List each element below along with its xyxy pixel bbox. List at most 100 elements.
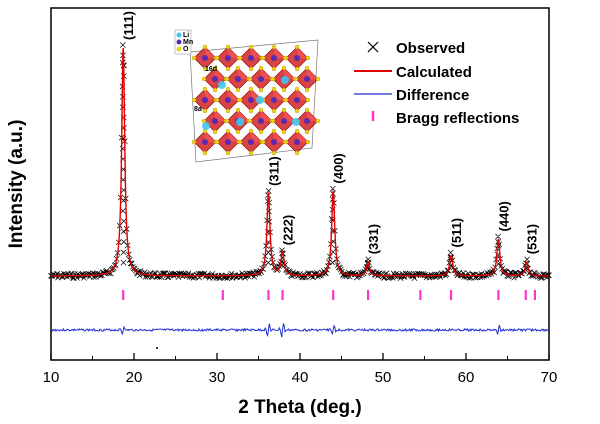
o-atom [271,150,277,156]
x-tick-label: 50 [375,369,392,386]
o-atom [248,128,254,134]
o-atom [191,139,197,145]
o-atom [260,139,266,145]
inset-crystal-structure: Li Mn O 16d 8a [174,29,321,163]
octahedron-face [238,68,249,79]
inset-legend-o-label: O [183,46,189,53]
o-atom [248,150,254,156]
peak-label: (531) [525,224,540,254]
o-atom [281,129,287,135]
o-atom [271,66,277,72]
o-atom [235,87,241,93]
o-atom [304,65,310,71]
mn-atom [248,139,254,145]
o-atom [214,55,220,61]
peak-label: (222) [281,215,296,245]
octahedron-face [215,68,226,79]
octahedron-face [297,89,308,100]
o-atom [202,150,208,156]
o-atom [294,108,300,114]
o-atom [258,129,264,135]
mn-atom [202,55,208,61]
octahedron-face [274,131,285,142]
o-atom [224,118,230,124]
mn-atom [202,139,208,145]
y-axis-title: Intensity (a.u.) [6,120,27,249]
difference-series-line [50,323,549,338]
o-atom [258,107,264,113]
octahedron-face [205,131,216,142]
o-atom [294,86,300,92]
li-atom [218,81,226,89]
o-atom [237,139,243,145]
li-atom [281,76,289,84]
octahedron-face [228,131,239,142]
o-atom [304,107,310,113]
x-tick-label: 30 [209,369,226,386]
o-atom [248,66,254,72]
li-atom [202,122,210,130]
mn-atom [225,55,231,61]
o-atom [315,76,321,82]
mn-atom [258,118,264,124]
o-atom [225,66,231,72]
o-atom [281,87,287,93]
o-atom [305,139,311,145]
mn-atom [271,97,277,103]
o-atom [214,139,220,145]
o-atom [225,150,231,156]
octahedron-face [215,110,226,121]
o-atom [191,55,197,61]
o-atom [283,139,289,145]
o-atom [235,129,241,135]
mn-atom [281,118,287,124]
o-atom [271,86,277,92]
legend-observed-marker [367,41,379,53]
o-atom [271,108,277,114]
o-atom [248,108,254,114]
mn-atom [304,118,310,124]
o-atom [202,86,208,92]
peak-label: (440) [496,201,511,231]
o-atom [305,55,311,61]
o-atom [258,65,264,71]
mn-atom [258,76,264,82]
o-atom [235,65,241,71]
mn-atom [235,76,241,82]
mn-atom [294,97,300,103]
inset-legend-li-dot [176,32,182,38]
o-atom [212,129,218,135]
peak-label: (400) [331,153,346,183]
octahedron-face [297,47,308,58]
o-atom [237,97,243,103]
o-atom [281,65,287,71]
mn-atom [212,118,218,124]
stray-dot [156,347,158,349]
o-atom [212,65,218,71]
o-atom [260,55,266,61]
li-atom [256,96,264,104]
legend-bragg-label: Bragg reflections [396,110,519,127]
octahedron-face [284,68,295,79]
li-atom [292,118,300,126]
peak-labels: (111) (311) (222) (400) (331) (511) (440) (531) [121,11,539,254]
o-atom [294,44,300,50]
inset-legend-li-label: Li [183,32,189,39]
octahedron-face [261,110,272,121]
o-atom [294,66,300,72]
octahedron-face [228,47,239,58]
mn-atom [271,55,277,61]
o-atom [225,128,231,134]
x-tick-label: 40 [292,369,309,386]
peak-label: (311) [267,156,282,186]
peak-label: (511) [449,218,464,248]
x-axis-title: 2 Theta (deg.) [238,397,362,418]
o-atom [225,44,231,50]
mn-atom [248,97,254,103]
o-atom [214,97,220,103]
mn-atom [225,139,231,145]
mn-atom [225,97,231,103]
o-atom [271,128,277,134]
o-atom [225,86,231,92]
o-atom [304,87,310,93]
